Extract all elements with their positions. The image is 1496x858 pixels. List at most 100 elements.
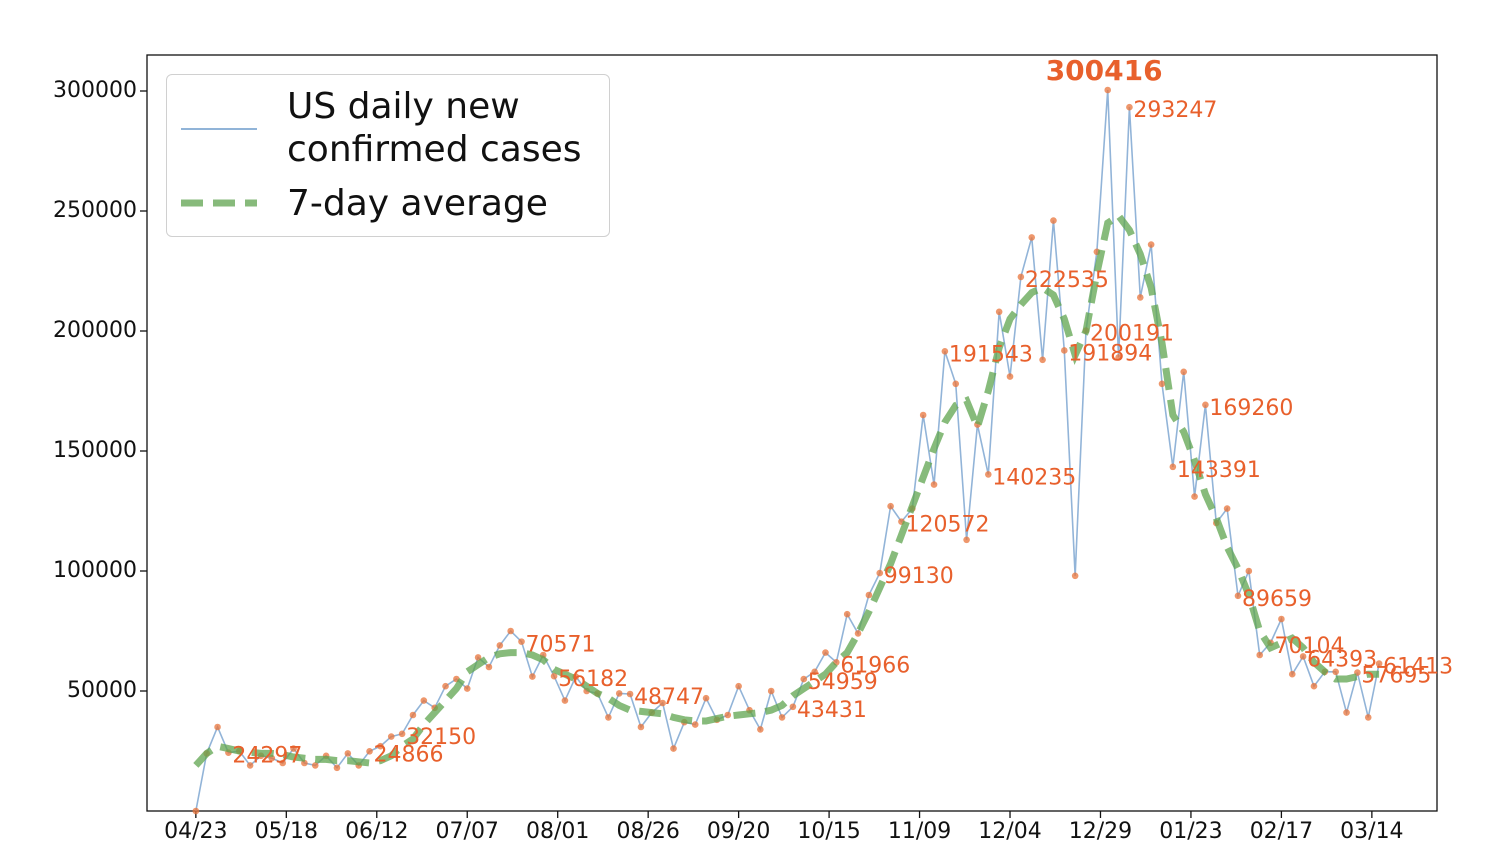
data-point bbox=[995, 308, 1003, 316]
data-point bbox=[1375, 660, 1383, 667]
data-point bbox=[1364, 714, 1372, 721]
data-point bbox=[963, 536, 970, 544]
x-tick-label: 05/18 bbox=[255, 819, 318, 844]
x-tick-label: 04/23 bbox=[164, 819, 227, 844]
data-point bbox=[1332, 668, 1339, 676]
data-point bbox=[1180, 368, 1188, 376]
data-point bbox=[1028, 234, 1036, 241]
data-point bbox=[1299, 653, 1307, 660]
data-point bbox=[1343, 709, 1350, 716]
legend-label: US daily new confirmed cases bbox=[287, 86, 582, 170]
annotation: 64393 bbox=[1307, 647, 1377, 672]
data-point bbox=[246, 762, 254, 769]
annotation: 70104 bbox=[1275, 634, 1345, 659]
x-tick-label: 12/04 bbox=[978, 819, 1041, 844]
data-point bbox=[1310, 682, 1318, 690]
data-point bbox=[941, 347, 949, 355]
data-point bbox=[637, 723, 645, 731]
y-tick-label: 200000 bbox=[53, 318, 137, 343]
data-point bbox=[387, 733, 395, 740]
data-point bbox=[1288, 670, 1296, 678]
data-point bbox=[344, 750, 352, 757]
data-point bbox=[670, 745, 677, 752]
annotation: 120572 bbox=[905, 513, 989, 538]
annotation: 61413 bbox=[1383, 655, 1453, 680]
annotation: 54959 bbox=[808, 670, 878, 695]
y-tick-label: 100000 bbox=[53, 558, 137, 583]
data-point bbox=[1147, 241, 1155, 248]
data-point bbox=[1234, 592, 1242, 600]
annotation: 99130 bbox=[884, 564, 954, 589]
data-point bbox=[865, 591, 873, 599]
data-point bbox=[1115, 354, 1122, 361]
legend-swatches bbox=[181, 128, 257, 207]
data-point bbox=[811, 668, 818, 676]
data-point bbox=[1071, 572, 1079, 580]
y-tick-label: 50000 bbox=[67, 678, 137, 703]
data-point bbox=[887, 502, 894, 510]
x-tick-label: 01/23 bbox=[1159, 819, 1222, 844]
data-point bbox=[529, 673, 536, 680]
data-point bbox=[626, 690, 634, 698]
data-point bbox=[789, 703, 797, 711]
data-point bbox=[876, 569, 884, 577]
data-point bbox=[800, 675, 808, 683]
y-tick-label: 150000 bbox=[53, 438, 137, 463]
data-point bbox=[1202, 401, 1209, 409]
x-tick-label: 07/07 bbox=[436, 819, 499, 844]
annotation: 200191 bbox=[1090, 322, 1174, 347]
data-point bbox=[409, 711, 417, 719]
data-point bbox=[952, 380, 960, 388]
data-point bbox=[1256, 651, 1263, 659]
data-point bbox=[333, 764, 341, 772]
x-tick-label: 12/29 bbox=[1069, 819, 1132, 844]
data-point bbox=[496, 642, 504, 649]
annotation: 48747 bbox=[634, 685, 704, 710]
plot-frame bbox=[146, 54, 1438, 812]
annotation: 32150 bbox=[406, 725, 476, 750]
annotation: 169260 bbox=[1209, 396, 1293, 421]
data-point bbox=[463, 685, 471, 692]
data-point bbox=[724, 711, 732, 719]
data-point bbox=[985, 471, 992, 478]
data-point bbox=[702, 694, 710, 702]
legend-label: 7-day average bbox=[287, 183, 548, 224]
data-point bbox=[1223, 505, 1231, 512]
data-point bbox=[854, 630, 862, 637]
data-point bbox=[843, 610, 851, 618]
data-point bbox=[1017, 273, 1025, 281]
data-point bbox=[1158, 380, 1166, 388]
data-point bbox=[279, 759, 286, 767]
data-point bbox=[691, 721, 699, 728]
data-point bbox=[659, 699, 666, 707]
annotation: 222535 bbox=[1025, 268, 1109, 293]
data-point bbox=[1191, 493, 1198, 500]
data-point bbox=[1104, 86, 1112, 94]
annotation: 43431 bbox=[797, 698, 867, 723]
x-tick-label: 03/14 bbox=[1340, 819, 1403, 844]
annotation: 293247 bbox=[1133, 98, 1217, 123]
annotation: 89659 bbox=[1242, 587, 1312, 612]
data-point bbox=[561, 697, 569, 704]
data-point bbox=[214, 723, 221, 731]
data-point bbox=[1245, 567, 1253, 575]
data-point bbox=[398, 730, 406, 738]
annotation: 191543 bbox=[949, 342, 1033, 367]
annotation: 61966 bbox=[840, 653, 910, 678]
data-point bbox=[311, 762, 319, 769]
data-point bbox=[485, 663, 493, 671]
data-point bbox=[767, 687, 775, 695]
data-point bbox=[1039, 356, 1046, 364]
data-point bbox=[757, 726, 764, 733]
annotation: 24866 bbox=[374, 742, 444, 767]
annotation: 140235 bbox=[992, 465, 1076, 490]
data-point bbox=[420, 697, 428, 704]
data-point bbox=[1006, 373, 1014, 380]
data-point bbox=[1060, 347, 1068, 354]
data-point bbox=[735, 682, 742, 690]
data-point bbox=[192, 807, 200, 815]
annotation: 24297 bbox=[232, 744, 302, 769]
legend: US daily new confirmed cases 7-day avera… bbox=[166, 74, 610, 237]
